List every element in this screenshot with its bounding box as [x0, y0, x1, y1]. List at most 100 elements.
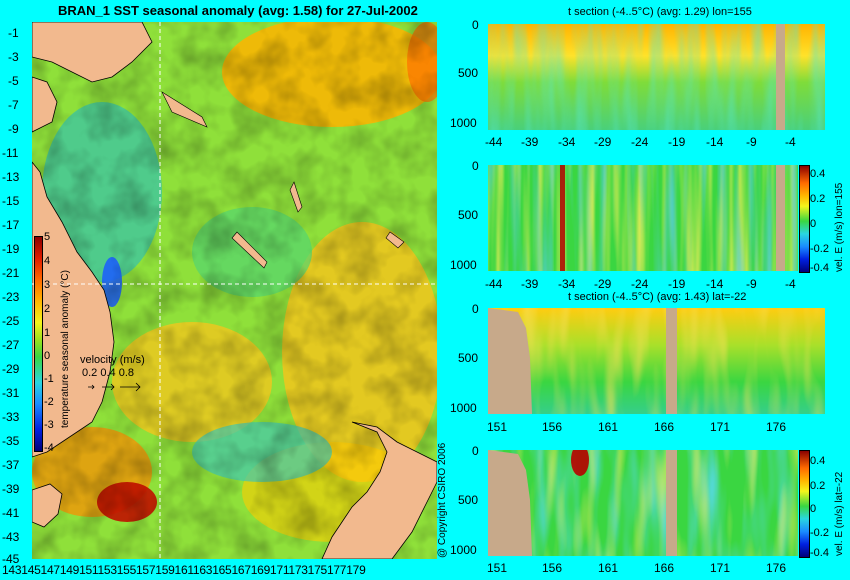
sst-colorbar-tick: 2: [44, 303, 51, 315]
lon-tick: 166: [654, 561, 675, 575]
lat-tick: -39: [521, 135, 539, 149]
lat-tick: -34: [558, 277, 576, 291]
land-cape-york: [32, 76, 58, 133]
section4-plot: [488, 450, 798, 556]
sst-colorbar: [34, 236, 43, 452]
sst-colorbar-label: temperature seasonal anomaly (°C): [60, 270, 71, 428]
map-x-ticks: 1431451471491511531551571591611631651671…: [2, 563, 366, 577]
map-y-tick: -7: [8, 98, 19, 112]
map-y-tick: -43: [2, 530, 20, 544]
depth-tick: 1000: [450, 258, 477, 272]
map-title: BRAN_1 SST seasonal anomaly (avg: 1.58) …: [58, 3, 418, 18]
copyright: @ Copyright CSIRO 2006: [437, 442, 448, 558]
section2-colorbar: [799, 165, 810, 273]
arrow-icon: [102, 383, 115, 391]
section3-land-mask-west: [488, 308, 532, 414]
lat-tick: -14: [706, 135, 724, 149]
map-y-tick: -23: [2, 290, 20, 304]
depth-tick: 1000: [450, 401, 477, 415]
map-y-tick: -45: [2, 552, 20, 566]
lat-tick: -44: [485, 277, 503, 291]
section4-land-mask: [666, 450, 677, 556]
map-y-tick: -9: [8, 122, 19, 136]
sst-colorbar-tick: 1: [44, 327, 51, 339]
map-y-tick: -33: [2, 410, 20, 424]
depth-tick: 0: [472, 18, 479, 32]
map-y-tick: -19: [2, 242, 20, 256]
section4-svg: [488, 450, 798, 556]
land-tasmania: [32, 483, 63, 528]
map-y-tick: -11: [2, 146, 19, 160]
map-y-tick: -31: [2, 386, 20, 400]
sst-colorbar-tick: 5: [44, 231, 51, 243]
lat-tick: -39: [521, 277, 539, 291]
sst-colorbar-tick: 4: [44, 255, 51, 267]
lon-tick: 151: [487, 420, 508, 434]
lon-tick: 156: [542, 561, 563, 575]
sst-colorbar-tick: -1: [44, 373, 54, 385]
section2-land-mask: [776, 165, 785, 271]
depth-tick: 500: [458, 66, 479, 80]
land-solomon-islands: [161, 91, 208, 128]
sst-colorbar-tick: 0: [44, 350, 51, 362]
section1-texture: [488, 24, 825, 130]
lon-tick: 176: [766, 420, 787, 434]
vel-colorbar-tick: 0.2: [810, 480, 826, 492]
section1-title: t section (-4..5°C) (avg: 1.29) lon=155: [568, 6, 752, 18]
map-y-tick: -39: [2, 482, 20, 496]
map-y-tick: -29: [2, 362, 20, 376]
velocity-legend-arrows: [88, 382, 141, 392]
section2-texture-cool: [488, 165, 798, 271]
section3-texture: [488, 308, 825, 414]
sst-map-svg: [32, 22, 437, 559]
lat-tick: -24: [631, 277, 649, 291]
depth-tick: 1000: [450, 543, 477, 557]
vel-colorbar-tick: 0.4: [810, 168, 826, 180]
lon-tick: 151: [487, 561, 508, 575]
section4-land-mask-west: [488, 450, 532, 556]
lat-tick: -44: [485, 135, 503, 149]
map-y-tick: -1: [8, 26, 19, 40]
map-y-tick: -41: [2, 506, 20, 520]
velocity-legend-values: 0.2 0.4 0.8: [82, 367, 134, 379]
map-y-tick: -15: [2, 194, 20, 208]
depth-tick: 500: [458, 493, 479, 507]
map-y-tick: -3: [8, 50, 19, 64]
lon-tick: 156: [542, 420, 563, 434]
section2-colorbar-label: vel. E (m/s) lon=155: [834, 182, 845, 272]
land-australia-east: [32, 161, 115, 458]
map-y-tick: -35: [2, 434, 20, 448]
vel-colorbar-tick: 0: [810, 503, 817, 515]
section4-colorbar: [799, 450, 810, 558]
vel-colorbar-tick: -0.2: [810, 527, 829, 539]
section2-plot: [488, 165, 798, 271]
section2-svg: [488, 165, 798, 271]
lat-tick: -34: [558, 135, 576, 149]
map-y-tick: -37: [2, 458, 20, 472]
arrow-icon: [88, 384, 95, 390]
vel-colorbar-tick: 0: [810, 218, 817, 230]
section3-svg: [488, 308, 825, 414]
section3-title: t section (-4..5°C) (avg: 1.43) lat=-22: [568, 291, 747, 303]
lon-tick: 166: [654, 420, 675, 434]
vel-colorbar-tick: -0.4: [810, 547, 829, 559]
lon-tick: 171: [710, 561, 731, 575]
lat-tick: -9: [746, 135, 757, 149]
lon-tick: 161: [598, 561, 619, 575]
land-new-zealand: [321, 421, 437, 559]
sst-colorbar-tick: 3: [44, 279, 51, 291]
vel-colorbar-tick: -0.2: [810, 243, 829, 255]
map-y-tick: -5: [8, 74, 19, 88]
lat-tick: -9: [746, 277, 757, 291]
lat-tick: -29: [594, 135, 612, 149]
land-new-caledonia: [231, 231, 268, 269]
map-y-tick: -13: [2, 170, 20, 184]
vel-colorbar-tick: 0.4: [810, 455, 826, 467]
lat-tick: -4: [785, 135, 796, 149]
section4-texture-warm: [488, 450, 798, 556]
section1-plot: [488, 24, 825, 130]
map-y-tick: -17: [2, 218, 20, 232]
section2-strong-jet: [560, 165, 565, 271]
lon-tick: 176: [766, 561, 787, 575]
sst-colorbar-tick: -4: [44, 442, 54, 454]
